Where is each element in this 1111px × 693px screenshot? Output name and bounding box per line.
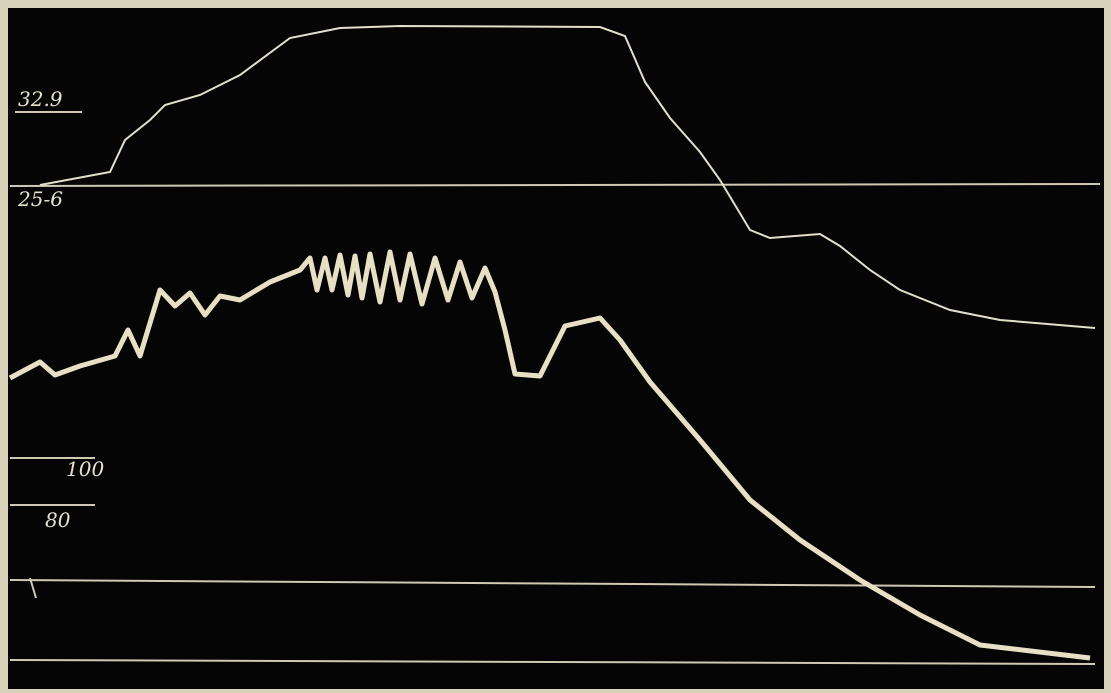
scale-label: 32.9 (18, 87, 63, 111)
page: 32.9 25-6 100 80 (() => { const data = J… (0, 0, 1111, 693)
scale-label: 100 (66, 457, 104, 481)
recording-photo: 32.9 25-6 100 80 (0, 0, 1111, 693)
scale-label: 80 (45, 508, 71, 532)
scale-label: 25-6 (17, 187, 63, 211)
